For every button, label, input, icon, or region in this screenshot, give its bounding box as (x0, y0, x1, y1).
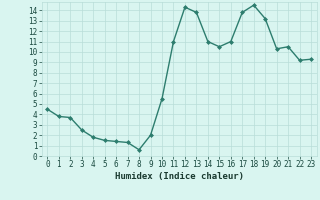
X-axis label: Humidex (Indice chaleur): Humidex (Indice chaleur) (115, 172, 244, 181)
